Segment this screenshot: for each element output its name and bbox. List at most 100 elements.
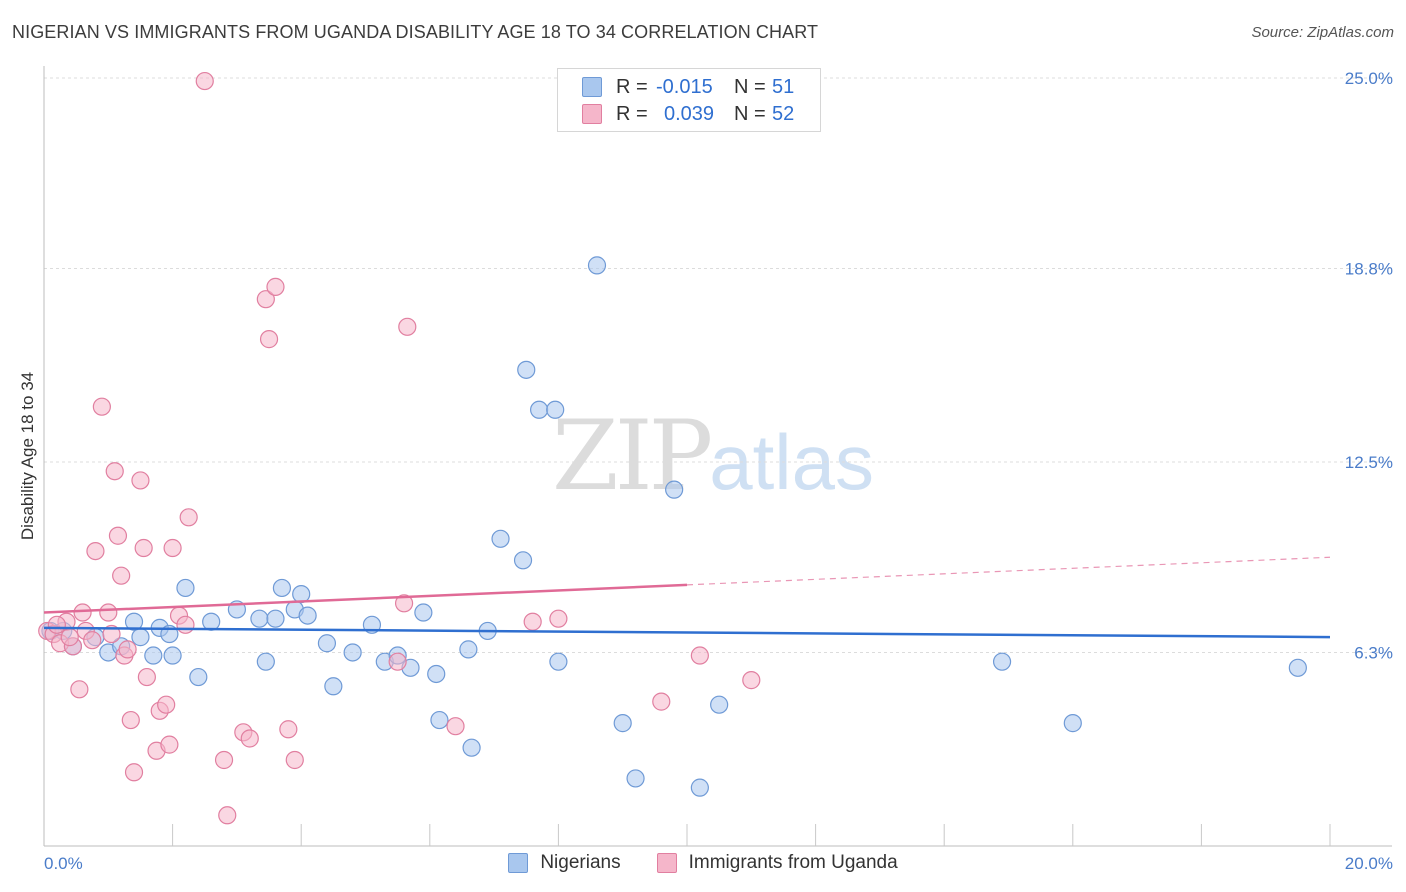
data-point-uganda xyxy=(92,397,111,416)
data-point-nigerians xyxy=(131,628,150,647)
source-credit: Source: ZipAtlas.com xyxy=(1251,24,1394,41)
data-point-nigerians xyxy=(298,606,317,625)
data-point-uganda xyxy=(652,692,671,711)
series-swatch-nigerians xyxy=(508,853,529,873)
legend-n-label: N = xyxy=(734,75,766,98)
data-point-uganda xyxy=(160,735,179,754)
data-point-nigerians xyxy=(427,664,446,684)
data-point-nigerians xyxy=(430,710,449,730)
legend-r-value: -0.015 xyxy=(656,75,713,98)
y-tick-label: 6.3% xyxy=(1354,643,1393,662)
data-point-uganda xyxy=(446,717,465,736)
series-legend-nigerians[interactable]: Nigerians xyxy=(508,852,621,874)
data-point-nigerians xyxy=(124,612,144,631)
data-point-uganda xyxy=(163,538,182,558)
x-tick-label: 20.0% xyxy=(1345,854,1393,873)
series-label-uganda: Immigrants from Uganda xyxy=(688,852,898,873)
data-point-uganda xyxy=(86,541,105,561)
data-point-uganda xyxy=(690,646,709,665)
y-axis-title: Disability Age 18 to 34 xyxy=(18,372,37,540)
correlation-legend: R = -0.015 N = 51 R = 0.039 N = 52 xyxy=(557,68,821,132)
data-point-uganda xyxy=(131,471,150,490)
data-point-nigerians xyxy=(665,480,684,499)
data-point-nigerians xyxy=(202,612,221,631)
legend-r-label: R = xyxy=(616,102,648,125)
data-point-nigerians xyxy=(710,695,729,714)
data-point-nigerians xyxy=(517,360,536,379)
data-point-uganda xyxy=(134,538,153,558)
y-tick-label: 18.8% xyxy=(1345,259,1393,278)
data-point-uganda xyxy=(157,695,176,714)
legend-row-nigerians: R = -0.015 N = 51 xyxy=(582,75,794,99)
data-point-uganda xyxy=(240,729,259,748)
series-label-nigerians: Nigerians xyxy=(540,852,621,873)
series-legend-uganda[interactable]: Immigrants from Uganda xyxy=(656,852,898,874)
data-point-uganda xyxy=(83,631,102,650)
data-point-uganda xyxy=(266,277,285,296)
series-swatch-uganda xyxy=(656,853,677,873)
trend-line-nigerians xyxy=(43,626,1331,639)
data-points xyxy=(38,71,1307,825)
data-point-nigerians xyxy=(272,578,292,598)
data-point-uganda xyxy=(105,462,124,481)
data-point-uganda xyxy=(124,763,144,782)
data-point-uganda xyxy=(742,671,761,690)
data-point-nigerians xyxy=(462,738,481,757)
data-point-nigerians xyxy=(613,714,632,733)
data-point-nigerians xyxy=(414,603,433,622)
data-point-nigerians xyxy=(530,400,549,419)
data-point-uganda xyxy=(179,508,198,527)
legend-n-value: 52 xyxy=(772,102,795,125)
data-point-uganda xyxy=(99,603,118,622)
data-point-nigerians xyxy=(491,529,510,548)
axes xyxy=(43,66,1392,847)
trend-line-extension xyxy=(686,556,1331,586)
data-point-uganda xyxy=(112,566,131,585)
data-point-uganda xyxy=(394,594,414,613)
data-point-uganda xyxy=(121,710,140,730)
data-point-nigerians xyxy=(343,643,362,662)
axis-labels: 6.3% 12.5% 18.8% 25.0% 0.0% 20.0% Disability A… xyxy=(18,69,1393,873)
y-tick-label: 12.5% xyxy=(1345,453,1393,472)
x-tick-label: 0.0% xyxy=(44,854,83,873)
data-point-uganda xyxy=(137,667,156,687)
data-point-nigerians xyxy=(176,578,195,598)
data-point-uganda xyxy=(70,680,89,699)
data-point-uganda xyxy=(285,750,304,770)
data-point-uganda xyxy=(523,612,542,631)
legend-r-value: 0.039 xyxy=(664,102,715,125)
data-point-nigerians xyxy=(587,256,607,275)
trend-lines xyxy=(43,556,1331,639)
data-point-nigerians xyxy=(189,667,208,687)
data-point-nigerians xyxy=(256,652,275,671)
data-point-uganda xyxy=(176,615,195,634)
legend-r-label: R = xyxy=(616,75,648,98)
data-point-nigerians xyxy=(459,640,478,659)
data-point-uganda xyxy=(108,526,128,545)
data-point-nigerians xyxy=(626,769,645,788)
data-point-uganda xyxy=(214,750,234,770)
data-point-nigerians xyxy=(992,652,1012,671)
legend-n-value: 51 xyxy=(772,75,795,98)
data-point-nigerians xyxy=(513,551,533,570)
data-point-nigerians xyxy=(1288,658,1307,677)
series-legend: Nigerians Immigrants from Uganda xyxy=(0,852,1406,874)
data-point-uganda xyxy=(47,615,66,634)
legend-swatch-uganda xyxy=(582,104,602,124)
data-point-nigerians xyxy=(144,646,163,665)
data-point-uganda xyxy=(259,330,279,349)
data-point-nigerians xyxy=(549,652,568,671)
data-point-nigerians xyxy=(317,634,337,653)
data-point-nigerians xyxy=(546,400,565,419)
data-point-uganda xyxy=(73,603,92,622)
trend-line-uganda xyxy=(43,583,688,614)
watermark: ZIPatlas xyxy=(552,400,874,512)
data-point-uganda xyxy=(398,317,417,336)
legend-row-uganda: R = 0.039 N = 52 xyxy=(582,102,794,126)
data-point-uganda xyxy=(102,624,121,644)
data-point-uganda xyxy=(118,640,137,659)
data-point-nigerians xyxy=(163,646,182,665)
chart-title: NIGERIAN VS IMMIGRANTS FROM UGANDA DISAB… xyxy=(12,22,819,42)
data-point-nigerians xyxy=(250,609,269,628)
